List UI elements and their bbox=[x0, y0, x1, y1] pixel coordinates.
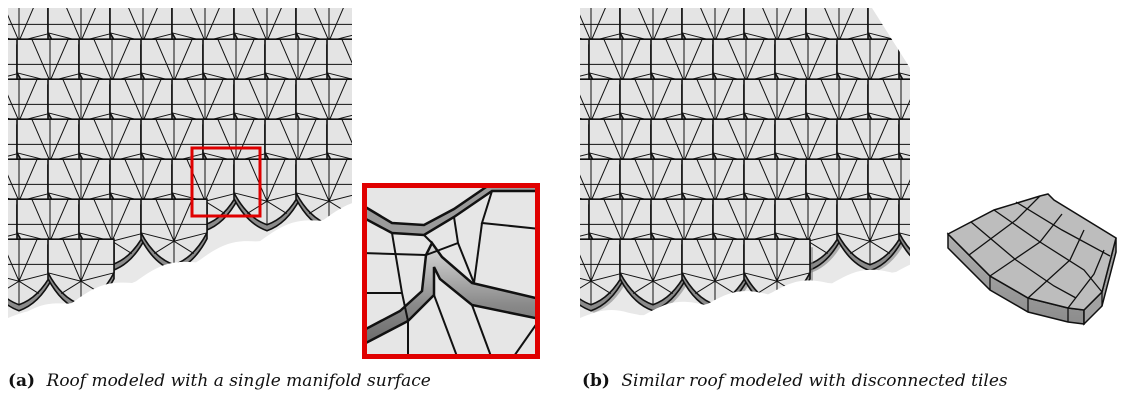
roof-tile bbox=[836, 198, 906, 273]
single-tile-illustration bbox=[944, 190, 1124, 360]
zoom-inset bbox=[362, 183, 540, 359]
caption-a: (a) Roof modeled with a single manifold … bbox=[8, 370, 431, 392]
caption-b-label: (b) bbox=[582, 371, 610, 391]
caption-a-label: (a) bbox=[8, 371, 36, 391]
caption-a-text: Roof modeled with a single manifold surf… bbox=[46, 371, 431, 391]
roof-tile bbox=[233, 158, 301, 232]
roof-manifold-figure bbox=[8, 8, 352, 318]
roof-tile bbox=[8, 238, 53, 312]
roof-tile bbox=[580, 238, 627, 313]
roof-disconnected-figure bbox=[580, 8, 932, 318]
roof-tile bbox=[619, 238, 689, 313]
caption-b-text: Similar roof modeled with disconnected t… bbox=[621, 371, 1008, 391]
caption-b: (b) Similar roof modeled with disconnect… bbox=[582, 370, 1008, 392]
zoom-region-box bbox=[190, 146, 262, 218]
